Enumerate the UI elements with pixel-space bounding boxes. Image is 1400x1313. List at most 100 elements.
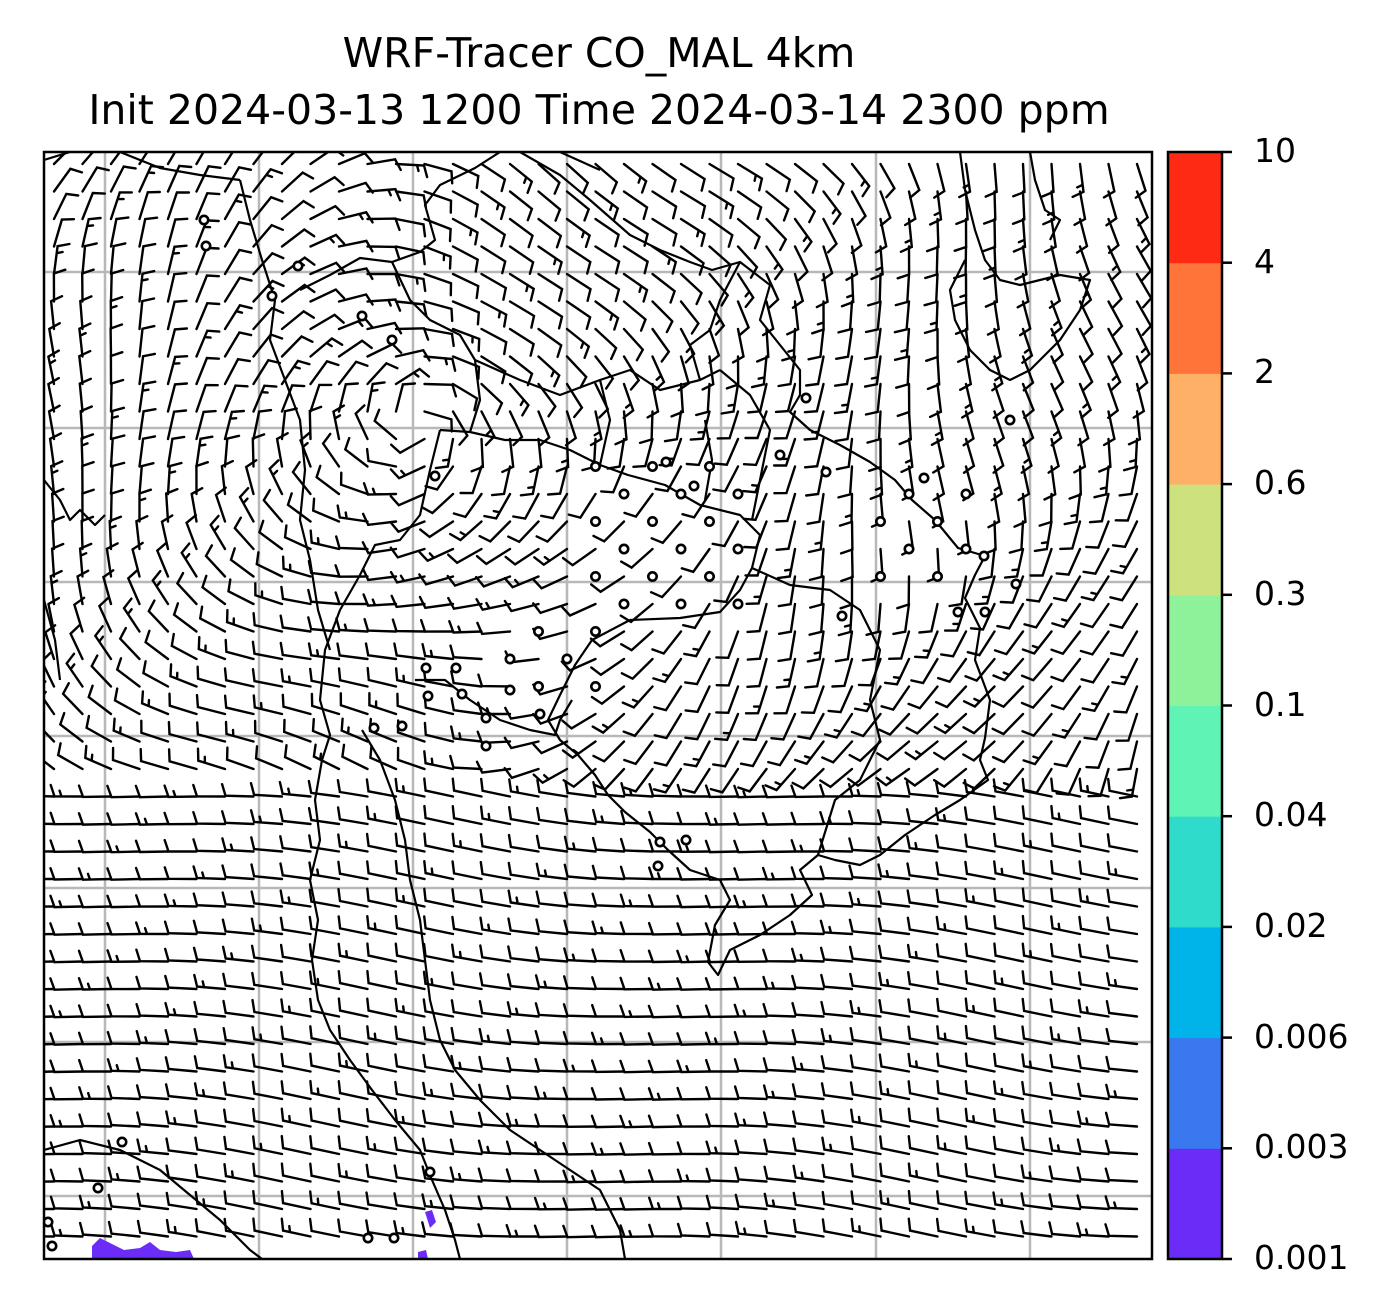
wind-barb (80, 515, 95, 551)
wind-barb (1078, 805, 1110, 826)
wind-barb (421, 1137, 455, 1156)
wind-barb (534, 1113, 569, 1128)
wind-barb (991, 740, 1025, 764)
wind-barb (1050, 355, 1065, 392)
wind-barb (106, 894, 141, 909)
wind-barb (282, 718, 312, 743)
wind-barb (834, 410, 854, 443)
wind-barb (337, 1162, 369, 1183)
wind-barb (791, 974, 825, 991)
wind-barb (709, 767, 740, 794)
wind-barb (44, 822, 56, 826)
wind-barb (1047, 437, 1060, 474)
wind-barb (366, 1025, 398, 1046)
wind-barb (620, 782, 654, 798)
wind-barb (507, 945, 540, 963)
wind-barb (480, 410, 496, 447)
wind-barb (223, 384, 249, 413)
wind-barb (676, 1086, 711, 1101)
wind-barb (792, 1164, 825, 1183)
wind-barb (1106, 944, 1139, 963)
wind-barb (591, 712, 626, 735)
wind-barb (533, 1224, 569, 1239)
wind-barb (594, 245, 621, 275)
calm-wind-marker (774, 449, 786, 461)
wind-barb (1081, 685, 1110, 713)
figure-title-line-2: Init 2024-03-13 1200 Time 2024-03-14 230… (88, 86, 1110, 134)
colorbar-tick-label: 0.001 (1254, 1238, 1349, 1277)
wind-barb (307, 642, 341, 661)
colorbar-tick-label: 10 (1254, 131, 1296, 170)
wind-barb (1083, 712, 1110, 741)
wind-barb (806, 630, 825, 663)
wind-barb (77, 839, 113, 854)
wind-barb (733, 839, 768, 854)
wind-barb (1078, 888, 1110, 908)
wind-barb (52, 192, 80, 221)
wind-barb (197, 635, 227, 661)
wind-barb (337, 1024, 369, 1046)
wind-barb (647, 921, 683, 936)
wind-barb (337, 1135, 369, 1156)
wind-barb (761, 866, 797, 881)
wind-barb (1017, 465, 1031, 502)
wind-barb (564, 780, 597, 798)
wind-barb (803, 382, 825, 414)
wind-barb (591, 892, 626, 908)
wind-barb (77, 1031, 113, 1046)
wind-barb (106, 839, 141, 854)
wind-barb (44, 759, 56, 771)
wind-barb (160, 514, 174, 551)
wind-barb (164, 1083, 198, 1101)
wind-barb (590, 657, 626, 677)
wind-barb (49, 839, 84, 854)
calm-wind-marker (618, 598, 630, 610)
wind-barb (1077, 1026, 1110, 1046)
wind-barb (423, 355, 457, 372)
wind-barb (451, 162, 480, 190)
wind-barb (512, 492, 540, 520)
wind-barb (250, 836, 284, 853)
wind-barb (1050, 915, 1082, 936)
wind-barb (47, 376, 60, 413)
wind-barb (742, 712, 768, 742)
calm-wind-markers (44, 214, 1022, 1252)
wind-barb (1050, 832, 1082, 853)
wind-barb (676, 894, 711, 909)
wind-barb (1020, 1136, 1053, 1156)
wind-barb (308, 970, 341, 991)
calm-wind-marker (266, 290, 278, 302)
wind-barb (280, 971, 312, 991)
wind-barb (936, 1162, 968, 1183)
wind-barb (567, 492, 597, 519)
wind-barb (422, 942, 455, 963)
wind-barb (78, 1167, 113, 1183)
wind-barb (835, 437, 854, 471)
wind-barb (614, 410, 628, 446)
wind-barb (563, 975, 597, 991)
wind-barb (865, 602, 882, 636)
wind-barb (679, 217, 706, 247)
wind-barb (138, 408, 157, 441)
wind-barb (877, 917, 911, 936)
wind-barb (224, 638, 255, 661)
wind-barb (280, 384, 306, 413)
wind-barb (393, 1164, 426, 1183)
colorbar-segment (1168, 594, 1222, 706)
wind-barb (619, 1142, 654, 1156)
wind-barb (166, 382, 189, 413)
calm-wind-marker (1010, 578, 1022, 590)
wind-barb (936, 1052, 968, 1073)
wind-barb (591, 1003, 626, 1018)
wind-barb (590, 1059, 626, 1074)
wind-barb (734, 1139, 768, 1156)
wind-barb (676, 1222, 711, 1238)
wind-barb (736, 162, 764, 192)
wind-barb (562, 1030, 597, 1046)
wind-barb (565, 190, 591, 222)
wind-barb (308, 405, 323, 441)
wind-barb (423, 777, 455, 798)
wind-barb (833, 355, 854, 387)
wind-barb (705, 1140, 740, 1156)
wind-barb (821, 1163, 854, 1183)
